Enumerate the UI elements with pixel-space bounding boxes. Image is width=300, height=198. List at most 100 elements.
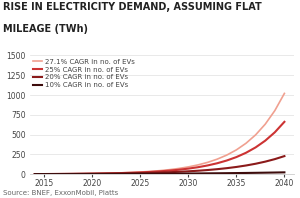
20% CAGR in no. of EVs [91,173,94,175]
Text: RISE IN ELECTRICITY DEMAND, ASSUMING FLAT: RISE IN ELECTRICITY DEMAND, ASSUMING FLA… [3,2,262,12]
20% CAGR in no. of EVs [215,168,219,170]
Line: 25% CAGR in no. of EVs: 25% CAGR in no. of EVs [35,122,284,174]
20% CAGR in no. of EVs [33,173,37,175]
25% CAGR in no. of EVs [235,156,238,158]
27.1% CAGR in no. of EVs [235,149,238,151]
20% CAGR in no. of EVs [196,169,200,172]
10% CAGR in no. of EVs [187,172,190,175]
10% CAGR in no. of EVs [148,172,152,175]
25% CAGR in no. of EVs [148,171,152,173]
25% CAGR in no. of EVs [158,170,161,172]
20% CAGR in no. of EVs [43,173,46,175]
20% CAGR in no. of EVs [177,171,181,173]
25% CAGR in no. of EVs [254,146,257,148]
25% CAGR in no. of EVs [110,172,113,174]
27.1% CAGR in no. of EVs [52,173,56,175]
25% CAGR in no. of EVs [33,173,37,175]
10% CAGR in no. of EVs [119,173,123,175]
20% CAGR in no. of EVs [81,173,85,175]
27.1% CAGR in no. of EVs [283,92,286,95]
25% CAGR in no. of EVs [187,168,190,170]
27.1% CAGR in no. of EVs [62,173,65,175]
20% CAGR in no. of EVs [225,167,229,169]
27.1% CAGR in no. of EVs [71,173,75,175]
Line: 10% CAGR in no. of EVs: 10% CAGR in no. of EVs [35,172,284,174]
20% CAGR in no. of EVs [273,158,277,160]
25% CAGR in no. of EVs [225,159,229,162]
20% CAGR in no. of EVs [235,166,238,168]
20% CAGR in no. of EVs [158,171,161,174]
25% CAGR in no. of EVs [283,121,286,123]
25% CAGR in no. of EVs [62,173,65,175]
27.1% CAGR in no. of EVs [148,170,152,173]
10% CAGR in no. of EVs [215,172,219,174]
27.1% CAGR in no. of EVs [244,142,248,145]
27.1% CAGR in no. of EVs [187,166,190,168]
10% CAGR in no. of EVs [283,171,286,173]
27.1% CAGR in no. of EVs [254,134,257,136]
10% CAGR in no. of EVs [167,172,171,175]
25% CAGR in no. of EVs [206,164,209,167]
27.1% CAGR in no. of EVs [81,172,85,175]
25% CAGR in no. of EVs [244,152,248,154]
25% CAGR in no. of EVs [91,172,94,175]
20% CAGR in no. of EVs [110,172,113,175]
20% CAGR in no. of EVs [139,172,142,174]
10% CAGR in no. of EVs [139,173,142,175]
27.1% CAGR in no. of EVs [139,171,142,173]
25% CAGR in no. of EVs [52,173,56,175]
27.1% CAGR in no. of EVs [263,123,267,125]
25% CAGR in no. of EVs [273,131,277,133]
10% CAGR in no. of EVs [110,173,113,175]
20% CAGR in no. of EVs [119,172,123,175]
Line: 27.1% CAGR in no. of EVs: 27.1% CAGR in no. of EVs [35,93,284,174]
25% CAGR in no. of EVs [129,172,133,174]
20% CAGR in no. of EVs [129,172,133,174]
20% CAGR in no. of EVs [283,155,286,157]
10% CAGR in no. of EVs [91,173,94,175]
10% CAGR in no. of EVs [33,173,37,175]
27.1% CAGR in no. of EVs [225,154,229,156]
10% CAGR in no. of EVs [43,173,46,175]
25% CAGR in no. of EVs [196,166,200,168]
Text: MILEAGE (TWh): MILEAGE (TWh) [3,24,88,34]
20% CAGR in no. of EVs [244,164,248,167]
27.1% CAGR in no. of EVs [273,109,277,112]
10% CAGR in no. of EVs [52,173,56,175]
25% CAGR in no. of EVs [263,140,267,142]
27.1% CAGR in no. of EVs [206,161,209,164]
27.1% CAGR in no. of EVs [177,167,181,170]
27.1% CAGR in no. of EVs [167,168,171,171]
27.1% CAGR in no. of EVs [215,158,219,160]
10% CAGR in no. of EVs [177,172,181,175]
20% CAGR in no. of EVs [167,171,171,173]
25% CAGR in no. of EVs [215,162,219,164]
10% CAGR in no. of EVs [81,173,85,175]
27.1% CAGR in no. of EVs [110,172,113,174]
Line: 20% CAGR in no. of EVs: 20% CAGR in no. of EVs [35,156,284,174]
27.1% CAGR in no. of EVs [33,173,37,175]
10% CAGR in no. of EVs [129,173,133,175]
10% CAGR in no. of EVs [273,171,277,174]
20% CAGR in no. of EVs [254,163,257,165]
25% CAGR in no. of EVs [167,169,171,172]
25% CAGR in no. of EVs [81,173,85,175]
10% CAGR in no. of EVs [158,172,161,175]
10% CAGR in no. of EVs [100,173,104,175]
10% CAGR in no. of EVs [244,172,248,174]
Text: Source: BNEF, ExxonMobil, Platts: Source: BNEF, ExxonMobil, Platts [3,190,118,196]
10% CAGR in no. of EVs [225,172,229,174]
20% CAGR in no. of EVs [187,170,190,172]
27.1% CAGR in no. of EVs [43,173,46,175]
20% CAGR in no. of EVs [148,172,152,174]
10% CAGR in no. of EVs [196,172,200,175]
10% CAGR in no. of EVs [254,172,257,174]
20% CAGR in no. of EVs [52,173,56,175]
Legend: 27.1% CAGR in no. of EVs, 25% CAGR in no. of EVs, 20% CAGR in no. of EVs, 10% CA: 27.1% CAGR in no. of EVs, 25% CAGR in no… [34,59,134,88]
25% CAGR in no. of EVs [119,172,123,174]
25% CAGR in no. of EVs [71,173,75,175]
10% CAGR in no. of EVs [206,172,209,175]
20% CAGR in no. of EVs [71,173,75,175]
10% CAGR in no. of EVs [71,173,75,175]
27.1% CAGR in no. of EVs [158,169,161,172]
